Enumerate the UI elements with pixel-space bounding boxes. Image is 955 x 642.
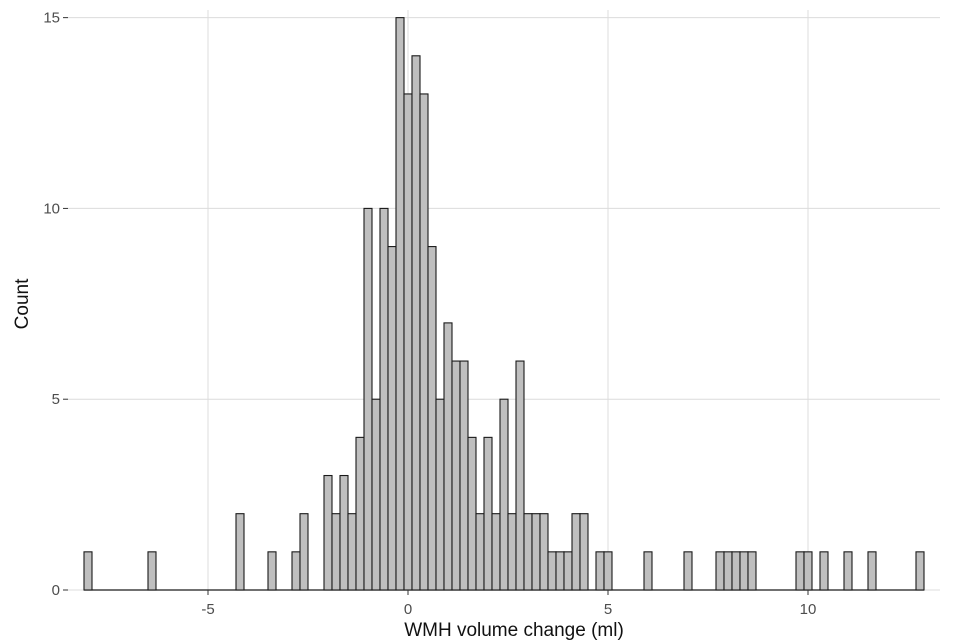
histogram-bars (83, 17, 925, 591)
histogram-bar (723, 551, 733, 591)
y-axis-title: Count (12, 278, 33, 329)
histogram-bar (339, 474, 349, 591)
y-axis-ticks: 0 5 10 15 (43, 10, 68, 599)
x-tick-label: 10 (800, 601, 817, 618)
histogram-bar (443, 322, 453, 591)
histogram-bar (843, 551, 853, 591)
histogram-bar (371, 398, 381, 591)
histogram-bar (579, 513, 589, 591)
histogram-bar (739, 551, 749, 591)
histogram-bar (411, 55, 421, 591)
y-tick-label: 15 (43, 10, 60, 27)
histogram-bar (715, 551, 725, 591)
y-tick-label: 10 (43, 200, 60, 217)
histogram-bar (819, 551, 829, 591)
histogram-bar (571, 513, 581, 591)
histogram-bar (563, 551, 573, 591)
histogram-bar (803, 551, 813, 591)
histogram-bar (403, 93, 413, 591)
histogram-bar (643, 551, 653, 591)
histogram-bar (395, 17, 405, 591)
histogram-bar (515, 360, 525, 591)
histogram-bar (363, 207, 373, 591)
histogram-bar (331, 513, 341, 591)
histogram-bar (379, 207, 389, 591)
histogram-bar (483, 436, 493, 591)
histogram-bar (595, 551, 605, 591)
histogram-bar (683, 551, 693, 591)
histogram-bar (731, 551, 741, 591)
histogram-bar (867, 551, 877, 591)
histogram-bar (291, 551, 301, 591)
histogram-bar (467, 436, 477, 591)
y-tick-label: 5 (52, 391, 60, 408)
histogram-bar (299, 513, 309, 591)
histogram-bar (267, 551, 277, 591)
histogram-bar (603, 551, 613, 591)
histogram-bar (539, 513, 549, 591)
x-axis-title: WMH volume change (ml) (404, 620, 624, 641)
x-tick-label: 0 (404, 601, 412, 618)
histogram-bar (323, 474, 333, 591)
x-tick-label: 5 (604, 601, 612, 618)
x-axis-ticks: -5 0 5 10 (201, 590, 816, 618)
histogram-bar (523, 513, 533, 591)
histogram-bar (547, 551, 557, 591)
histogram-bar (83, 551, 93, 591)
histogram-bar (531, 513, 541, 591)
histogram-bar (435, 398, 445, 591)
histogram-bar (555, 551, 565, 591)
histogram-bar (747, 551, 757, 591)
histogram-bar (387, 246, 397, 591)
histogram-bar (507, 513, 517, 591)
histogram-bar (427, 246, 437, 591)
histogram-bar (459, 360, 469, 591)
histogram-bar (235, 513, 245, 591)
x-tick-label: -5 (201, 601, 214, 618)
histogram-bar (491, 513, 501, 591)
histogram-bar (451, 360, 461, 591)
y-tick-label: 0 (52, 582, 60, 599)
histogram-bar (147, 551, 157, 591)
histogram-bar (475, 513, 485, 591)
histogram-bar (355, 436, 365, 591)
histogram-bar (795, 551, 805, 591)
histogram-bar (915, 551, 925, 591)
histogram-bar (419, 93, 429, 591)
histogram-bar (499, 398, 509, 591)
histogram-bar (347, 513, 357, 591)
